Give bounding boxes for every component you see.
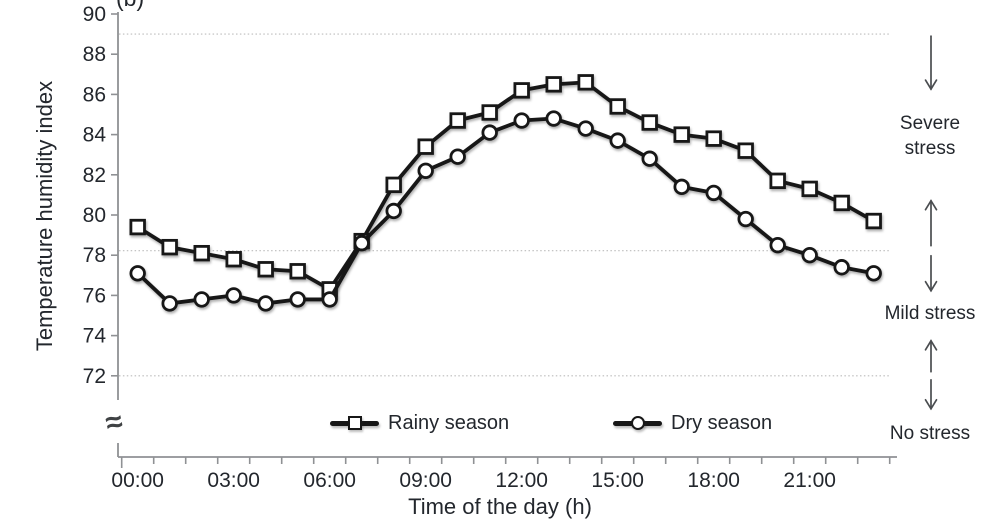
arrow-head [924, 398, 938, 411]
legend-label-rainy-season: Rainy season [388, 411, 510, 434]
legend-label-dry-season: Dry season [671, 411, 773, 434]
y-tick-label: 74 [83, 325, 107, 348]
series-dry-season [129, 110, 882, 312]
series-line [135, 80, 876, 292]
data-point-square [449, 112, 466, 129]
x-tick-label: 09:00 [399, 469, 452, 492]
data-point-square [513, 82, 530, 99]
y-tick-label: 80 [83, 204, 106, 227]
data-point-circle [321, 291, 338, 308]
data-point-circle [769, 236, 786, 254]
y-tick-label: 88 [83, 43, 106, 66]
data-point-circle [417, 162, 434, 179]
data-point-circle [577, 120, 594, 137]
axes [117, 12, 897, 458]
square-marker-icon [347, 416, 362, 430]
x-tick-label: 00:00 [111, 469, 164, 492]
x-tick-label: 18:00 [687, 469, 740, 492]
legend-item-rainy-season: Rainy season [330, 410, 509, 436]
data-point-square [801, 180, 818, 198]
x-tick-label: 12:00 [495, 469, 548, 492]
arrow-down-severe-top [924, 35, 938, 91]
arrow-down-no-stress-top [924, 378, 938, 411]
data-point-square [225, 251, 242, 268]
data-point-circle [545, 110, 562, 127]
no-stress-label: No stress [889, 423, 971, 444]
data-point-square [417, 138, 434, 155]
y-tick-label: 82 [83, 164, 106, 187]
data-point-circle [385, 202, 402, 220]
x-tick-label: 03:00 [207, 469, 260, 492]
data-point-circle [737, 210, 754, 228]
threshold-gridlines [119, 33, 891, 377]
data-point-circle [705, 184, 722, 202]
x-ticks: 00:00 03:00 06:00 09:00 12:00 15:00 18:00 21:00 [111, 457, 891, 492]
y-tick-label: 90 [83, 3, 106, 26]
data-point-square [673, 126, 690, 143]
arrow-head [924, 199, 938, 211]
data-point-circle [225, 287, 242, 304]
arrow-head [924, 280, 938, 293]
severe-stress-label: Severe stress [899, 113, 961, 159]
data-point-square [577, 74, 594, 91]
data-point-square [129, 218, 146, 236]
x-axis-title: Time of the day (h) [408, 494, 592, 519]
data-point-square [769, 172, 786, 190]
data-point-circle [641, 150, 658, 167]
data-point-circle [673, 178, 690, 196]
y-tick-label: 84 [83, 124, 107, 147]
arrow-down-mild-top [924, 254, 938, 293]
x-tick-label: 06:00 [303, 469, 356, 492]
data-point-circle [129, 265, 146, 282]
data-point-square [641, 114, 658, 131]
data-point-square [257, 261, 274, 278]
rainy-season-line-swatch [330, 416, 379, 430]
series-line [135, 116, 876, 306]
data-point-square [865, 212, 882, 230]
data-point-square [833, 194, 850, 212]
data-point-square [545, 76, 562, 93]
data-point-circle [193, 291, 210, 308]
data-point-circle [289, 291, 306, 308]
data-point-circle [801, 246, 818, 264]
arrow-up-mild-bottom [924, 339, 938, 373]
data-point-square [737, 142, 754, 159]
arrow-head [924, 339, 938, 351]
y-axis-title: Temperature humidity index [32, 80, 57, 352]
arrow-head [924, 79, 938, 91]
y-tick-label: 72 [83, 365, 106, 388]
data-point-circle [609, 132, 626, 149]
data-point-square [385, 176, 402, 194]
data-point-square [705, 130, 722, 147]
y-tick-label: 78 [83, 244, 106, 267]
mild-stress-label: Mild stress [884, 303, 976, 324]
data-point-square [609, 98, 626, 115]
data-point-circle [161, 295, 178, 312]
x-tick-label: 21:00 [783, 469, 836, 492]
data-point-square [481, 104, 498, 121]
y-tick-label: 86 [83, 83, 106, 106]
stress-arrows [924, 35, 938, 411]
x-tick-label: 15:00 [591, 469, 644, 492]
data-point-square [193, 244, 210, 262]
data-point-circle [481, 124, 498, 141]
y-ticks: 90 88 86 84 82 80 78 76 74 72 [83, 3, 118, 388]
data-point-circle [865, 265, 882, 282]
data-point-circle [513, 112, 530, 129]
arrow-up-severe-bottom [924, 199, 938, 247]
data-point-circle [353, 234, 370, 252]
legend-item-dry-season: Dry season [613, 410, 772, 436]
dry-season-line-swatch [613, 416, 662, 430]
data-point-circle [833, 259, 850, 276]
circle-marker-icon [630, 416, 645, 430]
series-rainy-season [129, 74, 882, 298]
panel-label: (b) [116, 0, 144, 12]
data-point-square [289, 263, 306, 280]
data-point-square [161, 238, 178, 256]
y-tick-label: 76 [83, 284, 106, 307]
data-point-circle [257, 295, 274, 312]
data-point-circle [449, 148, 466, 165]
